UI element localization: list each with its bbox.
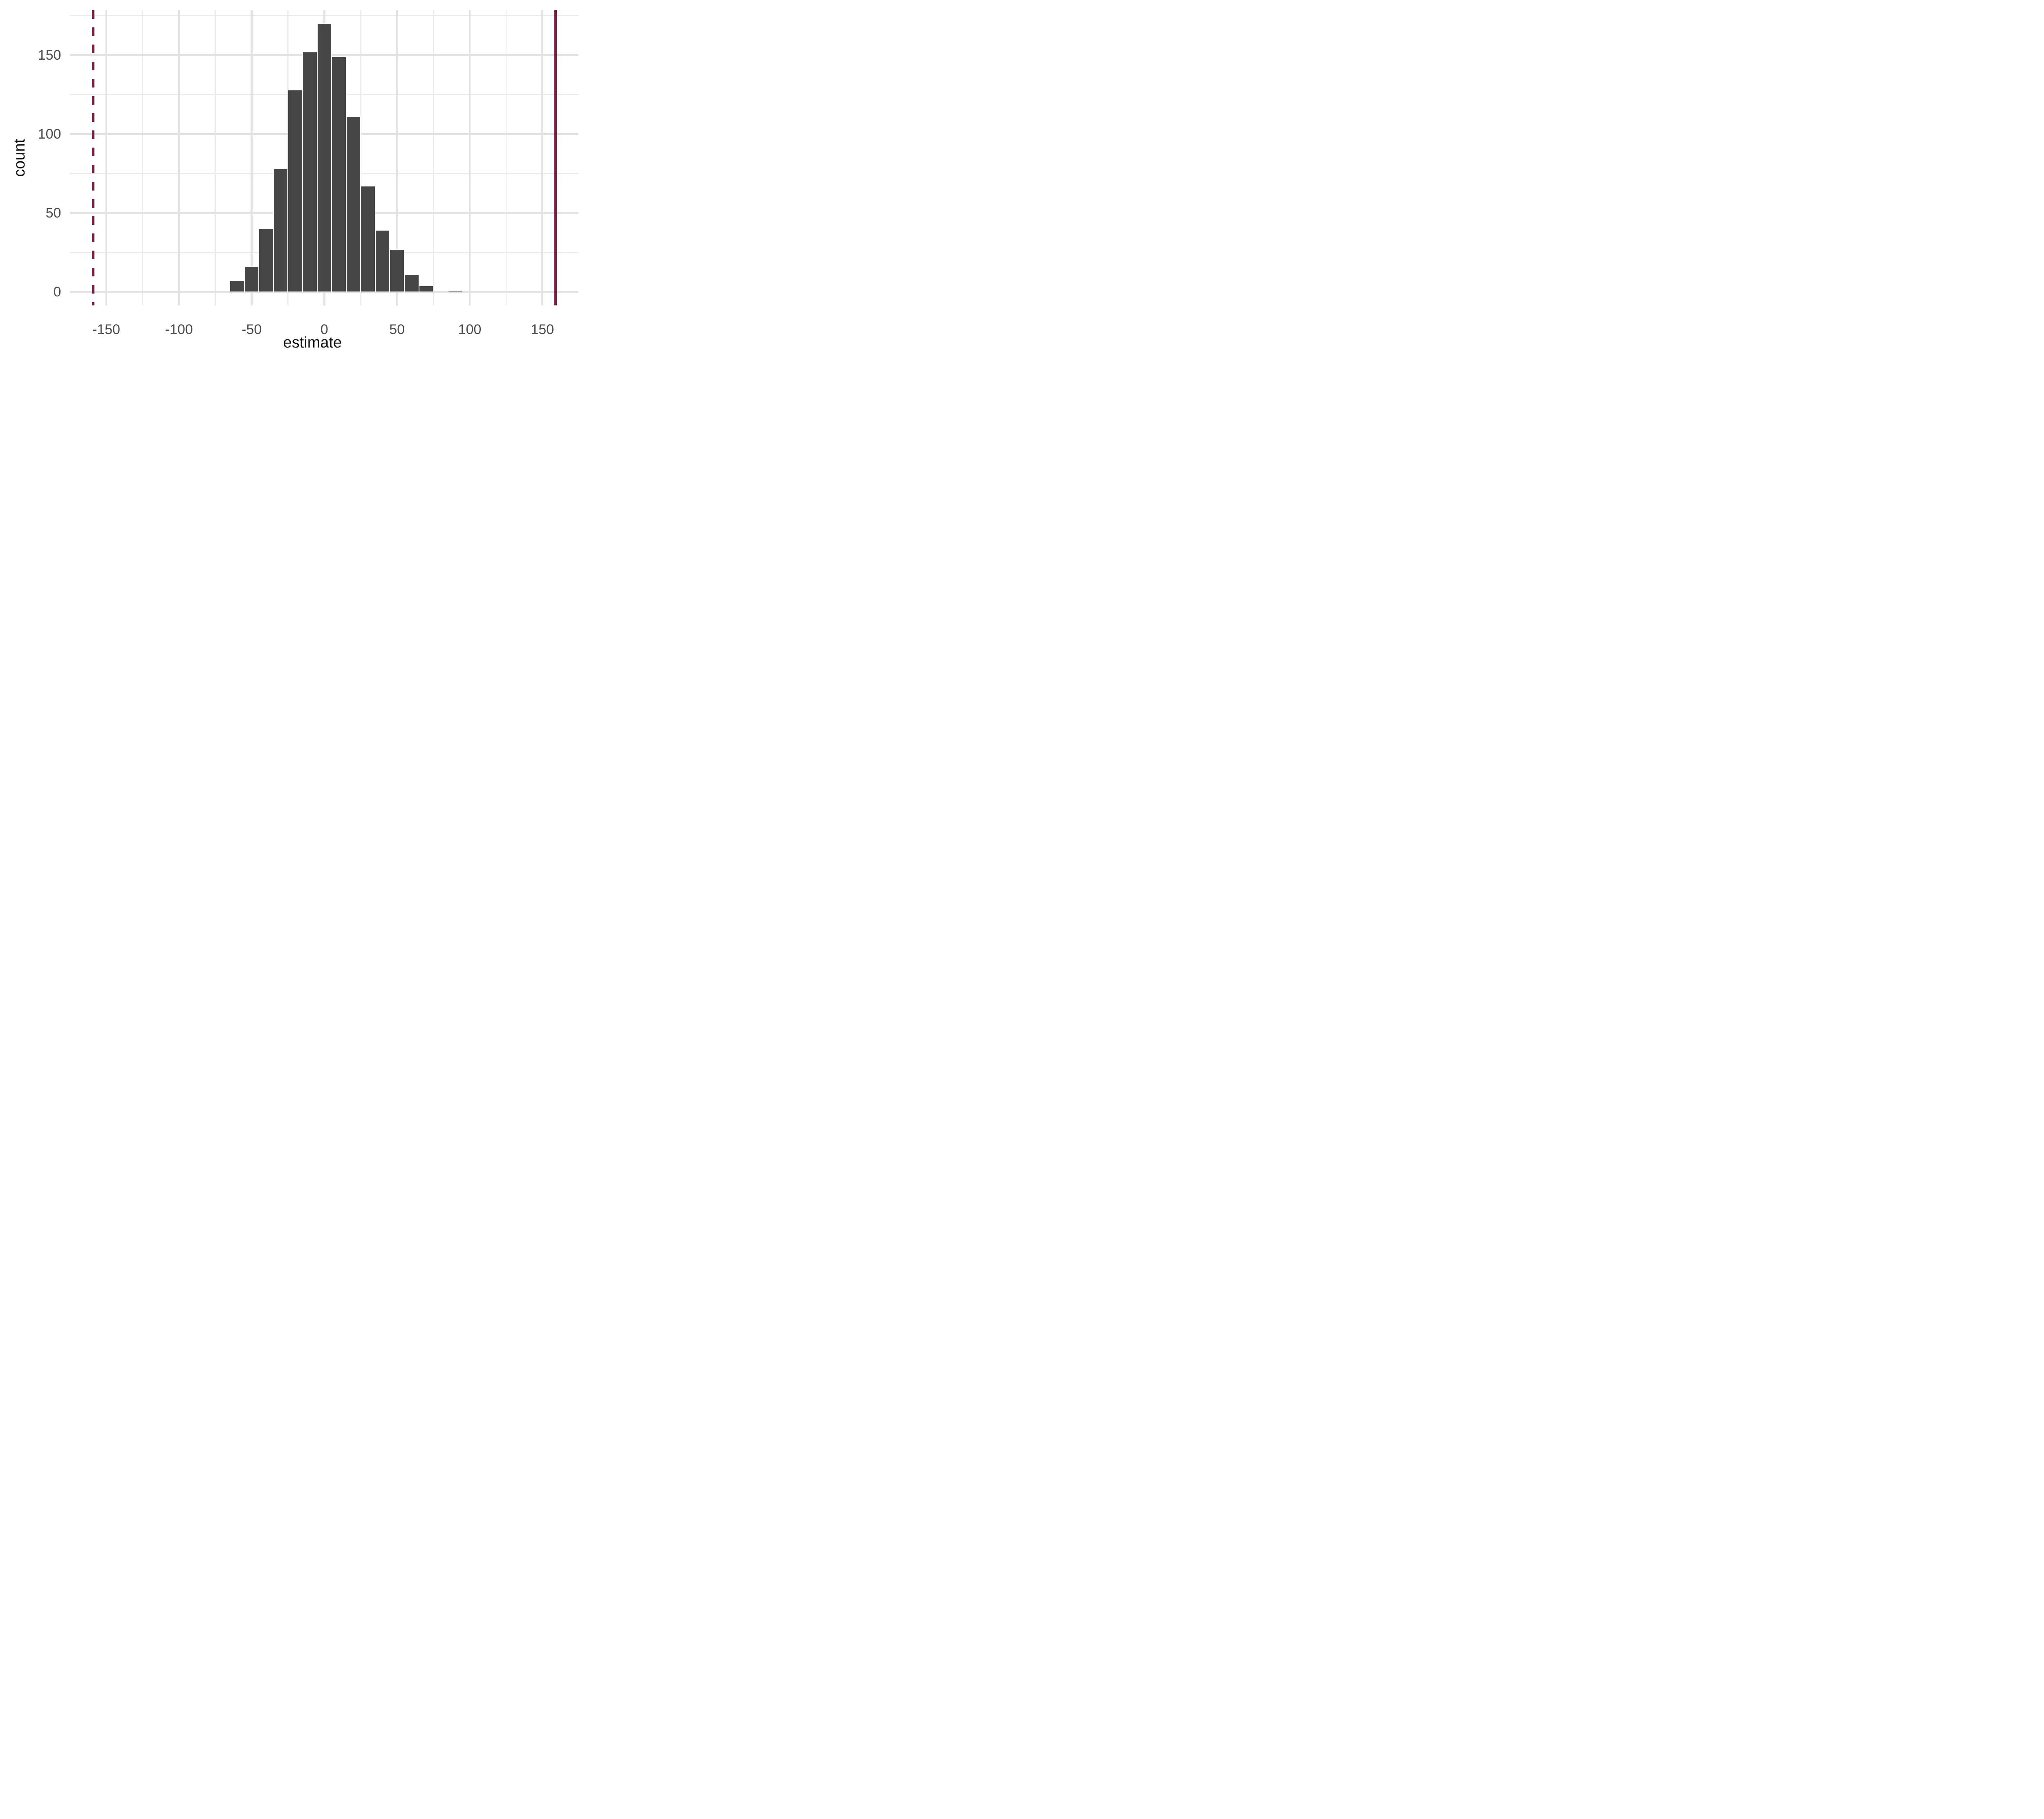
x-major-gridline (105, 10, 108, 305)
x-tick-label: -50 (242, 321, 262, 337)
histogram-bar (259, 229, 273, 292)
histogram-bar (375, 230, 390, 292)
histogram-bar (346, 117, 361, 292)
x-tick-label: -150 (92, 321, 120, 337)
y-axis-title: count (11, 139, 28, 177)
x-major-gridline (468, 10, 471, 305)
x-minor-gridline (505, 10, 507, 305)
x-minor-gridline (142, 10, 143, 305)
histogram-bar (448, 290, 463, 292)
histogram-bar (303, 52, 317, 292)
observed-estimate-line-solid (554, 10, 557, 305)
x-major-gridline (541, 10, 544, 305)
x-minor-gridline (360, 10, 361, 305)
histogram-bar (332, 56, 346, 292)
histogram-bar (361, 186, 375, 292)
histogram-bar (419, 285, 434, 292)
x-minor-gridline (433, 10, 434, 305)
x-major-gridline (251, 10, 253, 305)
x-tick-label: 50 (389, 321, 405, 337)
histogram-bar (230, 280, 244, 292)
plot-panel (70, 10, 579, 305)
histogram-figure: 0 50 100 150 -150 -100 -50 0 50 100 150 count est… (0, 0, 589, 364)
histogram-bar (288, 90, 303, 292)
x-major-gridline (396, 10, 398, 305)
y-tick-label: 0 (53, 284, 61, 300)
histogram-bar (244, 267, 259, 292)
x-tick-label: 100 (458, 321, 482, 337)
x-tick-label: 0 (320, 321, 328, 337)
y-tick-label: 50 (45, 205, 61, 221)
y-tick-label: 100 (38, 126, 61, 142)
x-minor-gridline (215, 10, 216, 305)
x-tick-label: 150 (531, 321, 554, 337)
histogram-bar (317, 23, 332, 292)
x-tick-label: -100 (165, 321, 193, 337)
x-major-gridline (178, 10, 180, 305)
y-tick-label: 150 (38, 47, 61, 63)
histogram-bar (390, 249, 404, 292)
null-boundary-line-dashed (92, 10, 94, 305)
x-axis-title: estimate (283, 334, 342, 351)
histogram-bar (404, 274, 419, 292)
histogram-bar (273, 168, 288, 292)
